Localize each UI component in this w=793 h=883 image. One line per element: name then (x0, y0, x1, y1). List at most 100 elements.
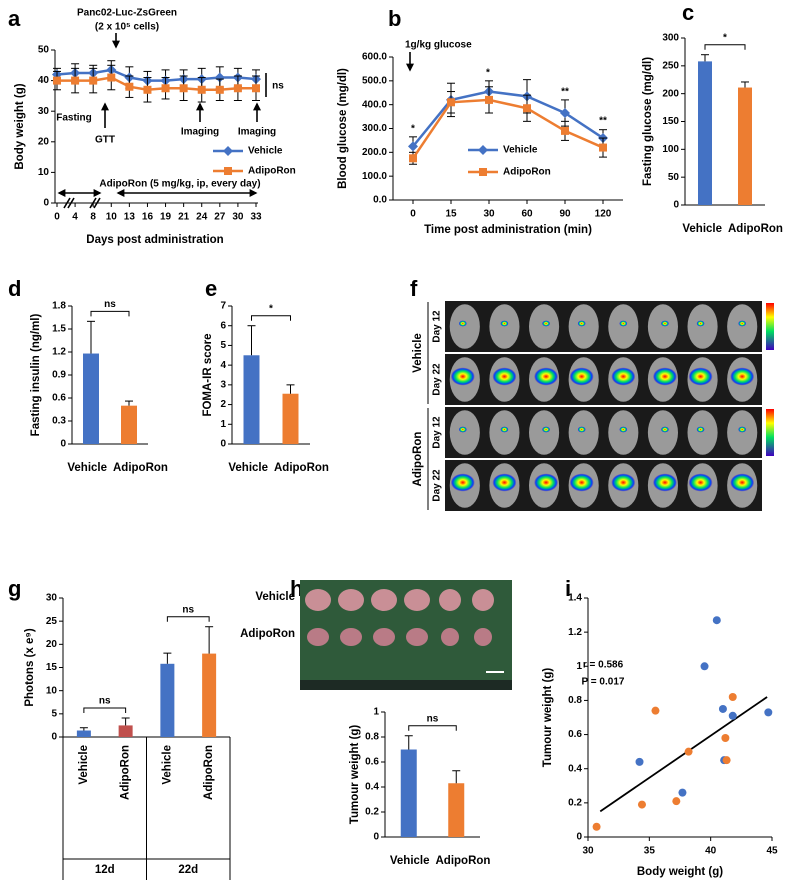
photo-label: Vehicle (255, 591, 295, 603)
point (233, 84, 242, 93)
signal (534, 473, 559, 492)
y-tick-label: 50 (38, 45, 50, 56)
signal (652, 473, 677, 492)
point (179, 84, 188, 93)
y-axis-label: Blood glucose (mg/dl) (337, 68, 349, 189)
group-label: 22d (178, 864, 198, 876)
point (635, 757, 644, 766)
trendline (599, 696, 768, 813)
tumour (439, 589, 461, 611)
x-tick-label: Vehicle (78, 745, 90, 785)
color-scale (766, 409, 774, 456)
point (197, 85, 206, 94)
legend-label: AdipoRon (503, 167, 551, 178)
y-tick-label: 150 (662, 116, 679, 127)
annotation: ns (272, 81, 284, 92)
tumour (441, 628, 459, 646)
significance-label: ns (182, 604, 194, 615)
x-tick-label: 19 (160, 212, 172, 223)
bar (76, 730, 91, 737)
x-tick-label: 0 (410, 209, 416, 220)
signal (458, 320, 467, 327)
point (409, 154, 417, 163)
x-tick-label: AdipoRon (120, 745, 132, 800)
mouse (568, 410, 599, 455)
legend-marker (479, 168, 487, 176)
y-tick-label: 200 (662, 88, 679, 99)
y-tick-label: 1.2 (52, 347, 66, 358)
mouse (687, 304, 718, 349)
point (561, 126, 569, 135)
y-tick-label: 1.4 (568, 593, 582, 604)
signal (569, 473, 594, 492)
significance-bracket (408, 725, 457, 731)
y-tick-label: 600.0 (362, 52, 387, 63)
x-tick-label: 21 (178, 212, 190, 223)
annotation: ** (599, 116, 607, 127)
mouse (647, 304, 678, 349)
y-tick-label: 0.4 (568, 763, 582, 774)
y-tick-label: 0.8 (568, 695, 582, 706)
significance-label: ns (104, 299, 116, 310)
significance-label: * (723, 32, 727, 43)
ruler (300, 680, 512, 690)
y-tick-label: 0 (220, 439, 226, 450)
color-scale (766, 303, 774, 350)
x-tick-label: Vehicle (390, 855, 430, 867)
signal (660, 426, 669, 433)
y-tick-label: 0.6 (52, 393, 66, 404)
legend-marker (478, 145, 488, 155)
group-label: Vehicle (412, 333, 424, 373)
y-tick-label: 0 (576, 832, 582, 843)
x-tick-label: 120 (595, 209, 612, 220)
mouse (568, 304, 599, 349)
panel-letter: b (388, 6, 401, 31)
point (721, 733, 730, 742)
signal (542, 320, 551, 327)
y-tick-label: 300 (662, 33, 679, 44)
signal (738, 426, 747, 433)
y-axis-label: Body weight (g) (14, 83, 26, 169)
tumour (373, 628, 395, 646)
y-tick-label: 1.8 (52, 301, 66, 312)
y-tick-label: 0.2 (365, 807, 379, 818)
y-tick-label: 400.0 (362, 99, 387, 110)
y-tick-label: 4 (220, 360, 226, 371)
x-tick-label: 40 (705, 846, 717, 857)
y-tick-label: 7 (220, 301, 226, 312)
signal (611, 473, 636, 492)
x-tick-label: 24 (196, 212, 208, 223)
signal (688, 473, 713, 492)
panel-letter: d (8, 276, 21, 301)
point (107, 73, 116, 82)
signal (492, 473, 517, 492)
legend-marker (224, 167, 232, 175)
y-tick-label: 15 (46, 662, 58, 673)
x-tick-label: 45 (766, 846, 778, 857)
photo-label: AdipoRon (240, 628, 295, 640)
point (712, 616, 721, 625)
signal (660, 320, 669, 327)
y-tick-label: 5 (220, 340, 226, 351)
y-tick-label: 0.3 (52, 416, 66, 427)
mouse (647, 410, 678, 455)
mouse (687, 410, 718, 455)
group-label: 12d (95, 864, 115, 876)
x-tick-label: Vehicle (161, 745, 173, 785)
legend-label: AdipoRon (248, 166, 296, 177)
x-tick-label: 15 (445, 209, 457, 220)
point (53, 76, 61, 85)
point (764, 708, 773, 717)
point (161, 84, 170, 93)
point (215, 85, 224, 94)
x-tick-label: AdipoRon (113, 462, 168, 474)
signal (619, 320, 628, 327)
y-tick-label: 500.0 (362, 75, 387, 86)
point (214, 72, 225, 83)
y-tick-label: 50 (668, 172, 680, 183)
point (684, 747, 693, 756)
y-tick-label: 100 (662, 144, 679, 155)
x-tick-label: 30 (232, 212, 244, 223)
x-tick-label: AdipoRon (203, 745, 215, 800)
point (523, 104, 531, 113)
